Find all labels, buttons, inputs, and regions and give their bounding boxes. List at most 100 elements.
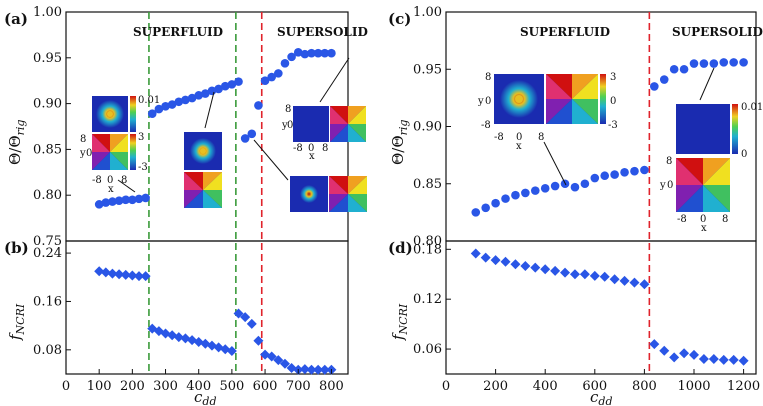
svg-text:fNCRI: fNCRI: [389, 303, 410, 341]
svg-text:-3: -3: [608, 120, 618, 131]
ylabel-a: Θ/Θrig: [6, 120, 27, 165]
data-point: [114, 269, 125, 280]
x-tick-label: 200: [483, 379, 508, 394]
data-point: [273, 355, 284, 366]
y-tick-label: 0.85: [33, 142, 62, 157]
data-point: [220, 81, 230, 91]
xlabel-b: cdd: [194, 388, 217, 406]
data-point: [194, 91, 204, 100]
data-point: [187, 93, 197, 103]
data-point: [738, 355, 749, 366]
x-tick-label: 600: [582, 379, 607, 394]
data-point: [226, 346, 237, 357]
data-point: [120, 269, 131, 280]
data-point: [550, 265, 561, 276]
data-point: [629, 277, 640, 288]
phase-label-supersolid-a: SUPERSOLID: [277, 25, 368, 39]
svg-text:0: 0: [610, 96, 616, 107]
data-point: [569, 269, 580, 280]
data-point: [327, 48, 336, 58]
data-point: [620, 168, 629, 177]
svg-text:x: x: [516, 141, 522, 152]
svg-text:0: 0: [667, 180, 673, 191]
data-point: [491, 198, 500, 208]
x-tick-label: 800: [319, 379, 344, 394]
x-tick-label: 500: [219, 379, 244, 394]
data-point: [293, 48, 303, 57]
x-tick-label: 400: [186, 379, 211, 394]
x-tick-label: 0: [442, 379, 450, 394]
data-point: [154, 104, 164, 114]
data-point: [280, 58, 290, 68]
svg-text:-8: -8: [677, 214, 687, 225]
data-point: [600, 171, 610, 181]
data-point: [659, 345, 670, 356]
data-point: [609, 274, 620, 285]
data-point: [669, 64, 679, 74]
data-point: [619, 275, 630, 286]
data-point: [610, 170, 619, 179]
data-point: [520, 260, 531, 271]
y-tick-label: 0.85: [413, 177, 442, 192]
svg-text:-8: -8: [481, 120, 491, 131]
data-point: [708, 354, 719, 365]
data-point: [719, 58, 729, 67]
data-point: [101, 198, 111, 207]
data-point: [114, 196, 124, 205]
data-point: [471, 208, 481, 217]
data-point: [580, 179, 590, 189]
data-point: [140, 271, 151, 282]
data-point: [300, 49, 310, 59]
y-tick-label: 0.80: [413, 234, 442, 249]
data-point: [481, 203, 490, 213]
y-tick-label: 0.75: [33, 234, 62, 249]
inset-a-supersolid-top: 8 y 0 -8 0 8 x: [281, 104, 366, 162]
y-tick-label: 0.16: [33, 294, 62, 309]
svg-text:Θ/Θrig: Θ/Θrig: [6, 120, 27, 165]
data-point: [299, 364, 310, 375]
data-point: [254, 101, 263, 110]
data-point: [630, 166, 639, 176]
data-point: [108, 197, 117, 206]
ylabel-c: Θ/Θrig: [389, 120, 410, 165]
data-point: [161, 102, 170, 111]
data-point: [689, 59, 699, 68]
y-tick-label: 0.18: [413, 242, 442, 257]
data-point: [470, 248, 481, 259]
data-point: [728, 354, 739, 365]
svg-text:0: 0: [107, 175, 113, 186]
inset-c-superfluid: 3 0 -3 8 y 0 -8 -8 0 8 x: [477, 72, 618, 152]
ylabel-d: fNCRI: [389, 303, 410, 341]
data-point: [500, 256, 511, 267]
data-point: [100, 267, 111, 278]
x-tick-label: 800: [632, 379, 657, 394]
data-point: [127, 270, 138, 281]
data-point: [679, 348, 690, 359]
svg-text:-8: -8: [92, 175, 102, 186]
phase-label-supersolid-c: SUPERSOLID: [672, 25, 763, 39]
svg-text:y: y: [477, 96, 484, 107]
data-point: [121, 195, 131, 205]
data-point: [589, 270, 600, 281]
svg-text:fNCRI: fNCRI: [6, 303, 27, 341]
data-point: [181, 95, 190, 105]
data-point: [560, 267, 571, 278]
phase-label-superfluid-a: SUPERFLUID: [133, 25, 223, 39]
data-point: [306, 364, 317, 375]
panel-label-b: (b): [4, 239, 29, 257]
data-point: [266, 351, 277, 362]
y-tick-label: 0.80: [33, 188, 62, 203]
x-tick-label: 400: [533, 379, 558, 394]
x-tick-label: 1000: [677, 379, 710, 394]
data-point: [550, 181, 560, 191]
svg-text:-3: -3: [138, 162, 148, 173]
y-tick-label: 0.12: [413, 292, 442, 307]
data-point: [530, 186, 540, 195]
y-tick-label: 0.08: [33, 343, 62, 358]
x-tick-label: 300: [153, 379, 178, 394]
panel-b-frame: [65, 240, 349, 375]
data-point: [689, 349, 699, 360]
data-point: [729, 58, 738, 67]
data-point: [679, 64, 689, 74]
